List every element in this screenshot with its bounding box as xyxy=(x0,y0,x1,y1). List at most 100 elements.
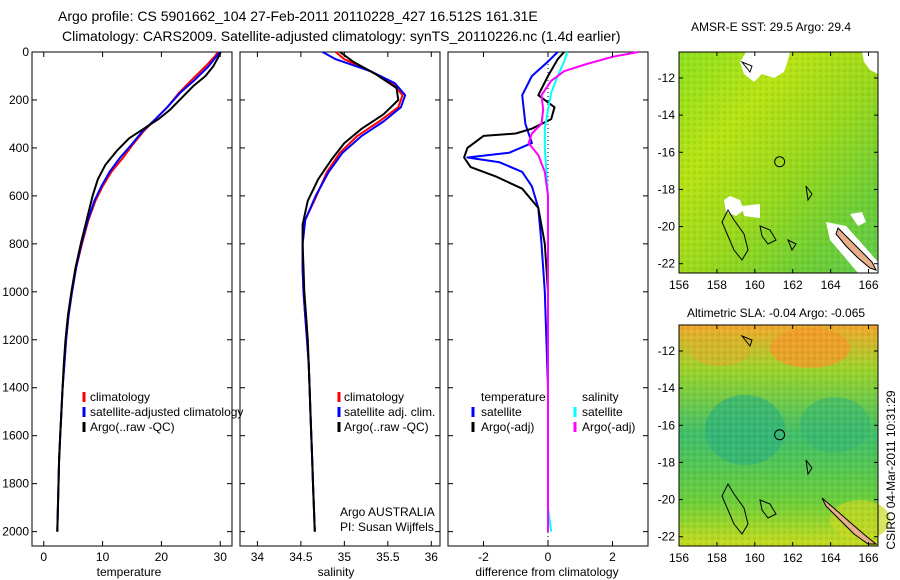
x-tick-label: 36 xyxy=(425,550,439,564)
series-line-satellite-adj-clim- xyxy=(301,51,407,532)
series-line-climatology xyxy=(56,51,219,532)
map-x-tick-label: 164 xyxy=(821,551,841,565)
legend-title-salinity: salinity xyxy=(582,390,619,404)
salinity-xlabel: salinity xyxy=(318,565,355,579)
map-x-tick-label: 160 xyxy=(745,551,765,565)
salinity-axes-frame xyxy=(239,51,441,547)
difference-legend: temperature satellite Argo(-adj) salinit… xyxy=(471,390,635,434)
series-line-argo-raw-qc- xyxy=(56,51,222,532)
y-tick-label: 1000 xyxy=(2,285,29,299)
y-tick-label: 1200 xyxy=(2,333,29,347)
coastline-island xyxy=(805,459,813,476)
institution-annotation: Argo AUSTRALIA xyxy=(340,505,435,519)
y-tick-label: 0 xyxy=(22,45,29,59)
coastline-island xyxy=(740,60,753,74)
temperature-axes-frame xyxy=(31,51,233,547)
sla-map-title: Altimetric SLA: -0.04 Argo: -0.065 xyxy=(687,306,865,320)
salinity-panel: 34 34.5 35 35.5 36 salinity climatology sate… xyxy=(239,51,441,579)
legend-label-satellite-adj: satellite adj. clim. xyxy=(344,405,435,419)
coastline-new-caledonia xyxy=(835,227,877,271)
coastline-island xyxy=(805,185,813,202)
coastline-vanuatu xyxy=(721,482,749,535)
x-tick-label: 34 xyxy=(251,550,265,564)
map-x-tick-label: 158 xyxy=(707,278,727,292)
sst-missing-data xyxy=(850,212,866,226)
map-x-tick-label: 166 xyxy=(859,551,879,565)
map-y-tick-label: -16 xyxy=(658,145,676,159)
sla-map-panel: Altimetric SLA: -0.04 Argo: -0.065 156 15… xyxy=(658,306,890,565)
coastline-new-caledonia xyxy=(821,497,878,545)
map-y-tick-label: -16 xyxy=(658,418,676,432)
difference-xlabel: difference from climatology xyxy=(475,565,618,579)
salinity-legend: climatology satellite adj. clim. Argo(..… xyxy=(337,390,435,434)
map-y-tick-label: -22 xyxy=(658,257,676,271)
x-tick-label: -2 xyxy=(478,550,489,564)
timestamp-label: CSIRO 04-Mar-2011 10:31:29 xyxy=(884,390,898,550)
map-y-tick-label: -12 xyxy=(658,71,676,85)
legend-label-argo: Argo(..raw -QC) xyxy=(90,420,175,434)
map-x-tick-label: 166 xyxy=(859,278,879,292)
series-line-salinity-argo-adj- xyxy=(527,51,639,532)
map-y-tick-label: -14 xyxy=(658,108,676,122)
map-x-tick-label: 164 xyxy=(821,278,841,292)
x-tick-label: 20 xyxy=(155,550,169,564)
x-tick-label: 0 xyxy=(545,550,552,564)
map-y-tick-label: -18 xyxy=(658,182,676,196)
map-x-tick-label: 162 xyxy=(783,551,803,565)
legend-title-temperature: temperature xyxy=(481,390,546,404)
y-tick-label: 600 xyxy=(9,189,29,203)
legend-label-argo: Argo(..raw -QC) xyxy=(344,420,429,434)
y-tick-label: 1400 xyxy=(2,381,29,395)
legend-label-climatology: climatology xyxy=(344,390,404,404)
map-y-tick-label: -12 xyxy=(658,344,676,358)
map-x-tick-label: 162 xyxy=(783,278,803,292)
series-line-satellite-adjusted-climatology xyxy=(56,51,221,532)
x-tick-label: 10 xyxy=(96,550,110,564)
series-line-climatology xyxy=(301,51,404,532)
map-y-tick-label: -22 xyxy=(658,530,676,544)
x-tick-label: 0 xyxy=(40,550,47,564)
map-y-tick-label: -18 xyxy=(658,455,676,469)
figure-title-line1: Argo profile: CS 5901662_104 27-Feb-2011… xyxy=(58,8,538,24)
sla-field-texture xyxy=(679,325,878,546)
temperature-panel: 0 10 20 30 0 200 400 600 800 1000 1200 1400 1600 1800… xyxy=(2,45,243,579)
pi-annotation: PI: Susan Wijffels xyxy=(340,520,434,534)
x-tick-label: 34.5 xyxy=(289,550,313,564)
sst-missing-data xyxy=(740,52,790,82)
legend-label-temp-argo: Argo(-adj) xyxy=(481,420,534,434)
series-line-temperature-argo-adj- xyxy=(463,51,565,532)
sst-map-title: AMSR-E SST: 29.5 Argo: 29.4 xyxy=(691,20,851,34)
coastline-island xyxy=(740,334,753,348)
map-x-tick-label: 156 xyxy=(669,278,689,292)
y-tick-label: 1800 xyxy=(2,477,29,491)
argo-float-location-marker xyxy=(774,156,786,168)
sst-missing-data xyxy=(742,204,760,218)
map-x-tick-label: 160 xyxy=(745,278,765,292)
x-tick-label: 35.5 xyxy=(376,550,400,564)
legend-label-temp-satellite: satellite xyxy=(481,405,522,419)
temperature-xlabel: temperature xyxy=(97,565,162,579)
map-y-tick-label: -14 xyxy=(658,381,676,395)
x-tick-label: 30 xyxy=(214,550,228,564)
legend-label-sal-argo: Argo(-adj) xyxy=(582,420,635,434)
y-tick-label: 200 xyxy=(9,93,29,107)
legend-label-climatology: climatology xyxy=(90,390,150,404)
y-tick-label: 1600 xyxy=(2,429,29,443)
sst-missing-data xyxy=(862,52,878,74)
map-y-tick-label: -20 xyxy=(658,220,676,234)
figure-title-line2: Climatology: CARS2009. Satellite-adjuste… xyxy=(62,28,621,44)
map-x-tick-label: 156 xyxy=(669,551,689,565)
sst-map-panel: AMSR-E SST: 29.5 Argo: 29.4 156 158 160 162… xyxy=(658,20,879,292)
sst-map-frame xyxy=(678,51,879,274)
legend-label-sal-satellite: satellite xyxy=(582,405,623,419)
map-x-tick-label: 158 xyxy=(707,551,727,565)
difference-panel: -2 0 2 difference from climatology tempera… xyxy=(447,51,649,579)
legend-label-satellite-adjusted: satellite-adjusted climatology xyxy=(90,405,243,419)
x-tick-label: 35 xyxy=(338,550,352,564)
map-y-tick-label: -20 xyxy=(658,493,676,507)
coastline-island xyxy=(787,238,797,252)
argo-float-location-marker xyxy=(774,429,786,441)
y-tick-label: 800 xyxy=(9,237,29,251)
series-line-temperature-satellite xyxy=(466,51,559,532)
